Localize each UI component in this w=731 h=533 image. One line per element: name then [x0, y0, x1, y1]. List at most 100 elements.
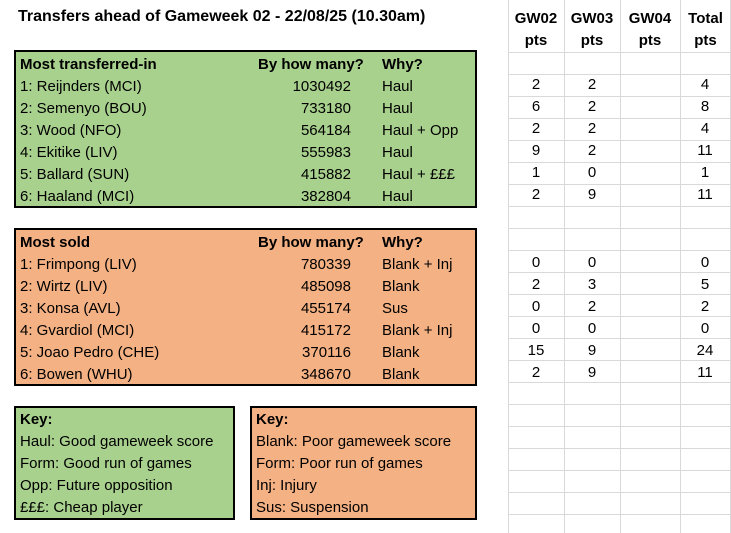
- grid-line: [508, 426, 731, 427]
- points-gw03-cell: 2: [587, 76, 597, 93]
- player-name: 6: Bowen (WHU): [20, 366, 133, 383]
- points-gw04-cell: [620, 162, 680, 184]
- reason: Blank: [382, 278, 420, 295]
- grid-line: [508, 382, 731, 383]
- points-gw02-cell: 2: [531, 364, 541, 381]
- player-name: 3: Konsa (AVL): [20, 300, 121, 317]
- points-total-cell: 0: [700, 320, 710, 337]
- points-gw03-cell: 2: [587, 142, 597, 159]
- points-gw04-cell: [620, 252, 680, 274]
- points-gw04-cell: [620, 362, 680, 384]
- table-row: 4: Gvardiol (MCI) 415172 Blank + Inj: [16, 320, 475, 342]
- transfer-count: 415172: [300, 322, 351, 339]
- header-why: Why?: [382, 234, 423, 251]
- points-gw02-cell: 9: [531, 142, 541, 159]
- transfer-count: 564184: [300, 122, 351, 139]
- points-total-cell: 2: [700, 298, 710, 315]
- points-gw04-cell: [620, 184, 680, 206]
- player-name: 6: Haaland (MCI): [20, 188, 135, 205]
- grid-line: [508, 250, 731, 251]
- grid-line: [508, 162, 731, 163]
- key-title: Key:: [256, 411, 289, 428]
- points-gw02-cell: 2: [531, 120, 541, 137]
- sold-table: Most sold By how many? Why? 1: Frimpong …: [14, 228, 477, 386]
- grid-line: [680, 0, 681, 533]
- transfer-count: 370116: [302, 344, 351, 361]
- table-row: 6: Bowen (WHU) 348670 Blank: [16, 364, 475, 386]
- header-count: By how many?: [258, 56, 364, 73]
- grid-line: [508, 514, 731, 515]
- col-gw02-top: GW02: [514, 10, 558, 27]
- grid-line: [620, 0, 621, 533]
- points-gw03-cell: 0: [587, 320, 597, 337]
- points-gw04-cell: [620, 140, 680, 162]
- table-row: 5: Joao Pedro (CHE) 370116 Blank: [16, 342, 475, 364]
- col-total-top: Total: [688, 10, 723, 27]
- points-gw04-cell: [620, 74, 680, 96]
- points-gw03-cell: 2: [587, 120, 597, 137]
- table-row: 5: Ballard (SUN) 415882 Haul + £££: [16, 164, 475, 186]
- reason: Blank + Inj: [382, 322, 453, 339]
- points-gw02-cell: 2: [531, 76, 541, 93]
- grid-line: [508, 118, 731, 119]
- key-line: Blank: Poor gameweek score: [256, 433, 452, 450]
- grid-line: [508, 448, 731, 449]
- reason: Haul + £££: [382, 166, 455, 183]
- page-title: Transfers ahead of Gameweek 02 - 22/08/2…: [18, 8, 426, 25]
- transfer-count: 455174: [300, 300, 351, 317]
- grid-line: [508, 74, 731, 75]
- points-total-cell: 4: [700, 120, 710, 137]
- grid-line: [508, 96, 731, 97]
- transfer-count: 780339: [300, 256, 351, 273]
- key-line: Form: Good run of games: [20, 455, 192, 472]
- key-line: Opp: Future opposition: [20, 477, 173, 494]
- player-name: 2: Wirtz (LIV): [20, 278, 108, 295]
- points-gw04-cell: [620, 96, 680, 118]
- table-header: Most transferred-in By how many? Why?: [16, 54, 475, 76]
- col-gw04-bottom: pts: [638, 32, 662, 49]
- table-row: 3: Wood (NFO) 564184 Haul + Opp: [16, 120, 475, 142]
- points-total-cell: 0: [700, 254, 710, 271]
- transfer-count: 733180: [300, 100, 351, 117]
- points-gw04-cell: [620, 318, 680, 340]
- table-header: Most sold By how many? Why?: [16, 232, 475, 254]
- points-gw02-cell: 15: [527, 342, 545, 359]
- player-name: 4: Gvardiol (MCI): [20, 322, 135, 339]
- player-name: 4: Ekitike (LIV): [20, 144, 118, 161]
- key-line: Inj: Injury: [256, 477, 317, 494]
- points-gw03-cell: 0: [587, 164, 597, 181]
- points-total-cell: 5: [700, 276, 710, 293]
- grid-line: [508, 0, 509, 533]
- transfer-count: 485098: [300, 278, 351, 295]
- grid-line: [508, 184, 731, 185]
- grid-line: [508, 338, 731, 339]
- reason: Haul + Opp: [382, 122, 459, 139]
- player-name: 3: Wood (NFO): [20, 122, 122, 139]
- points-gw03-cell: 2: [587, 98, 597, 115]
- table-row: 2: Wirtz (LIV) 485098 Blank: [16, 276, 475, 298]
- grid-line: [508, 360, 731, 361]
- grid-line: [508, 228, 731, 229]
- points-gw03-cell: 9: [587, 364, 597, 381]
- points-gw02-cell: 0: [531, 254, 541, 271]
- key-title: Key:: [20, 411, 53, 428]
- points-gw03-cell: 0: [587, 254, 597, 271]
- transfer-count: 415882: [300, 166, 351, 183]
- points-gw04-cell: [620, 296, 680, 318]
- points-gw03-cell: 3: [587, 276, 597, 293]
- points-total-cell: 8: [700, 98, 710, 115]
- grid-line: [508, 404, 731, 405]
- reason: Blank: [382, 344, 420, 361]
- table-row: 3: Konsa (AVL) 455174 Sus: [16, 298, 475, 320]
- table-row: 1: Reijnders (MCI) 1030492 Haul: [16, 76, 475, 98]
- points-gw02-cell: 6: [531, 98, 541, 115]
- key-line: Sus: Suspension: [256, 499, 369, 516]
- grid-line: [508, 140, 731, 141]
- points-gw04-cell: [620, 274, 680, 296]
- key-green: Key: Haul: Good gameweek score Form: Goo…: [14, 406, 235, 520]
- points-gw04-cell: [620, 340, 680, 362]
- reason: Blank + Inj: [382, 256, 453, 273]
- key-line: Haul: Good gameweek score: [20, 433, 214, 450]
- player-name: 5: Joao Pedro (CHE): [20, 344, 160, 361]
